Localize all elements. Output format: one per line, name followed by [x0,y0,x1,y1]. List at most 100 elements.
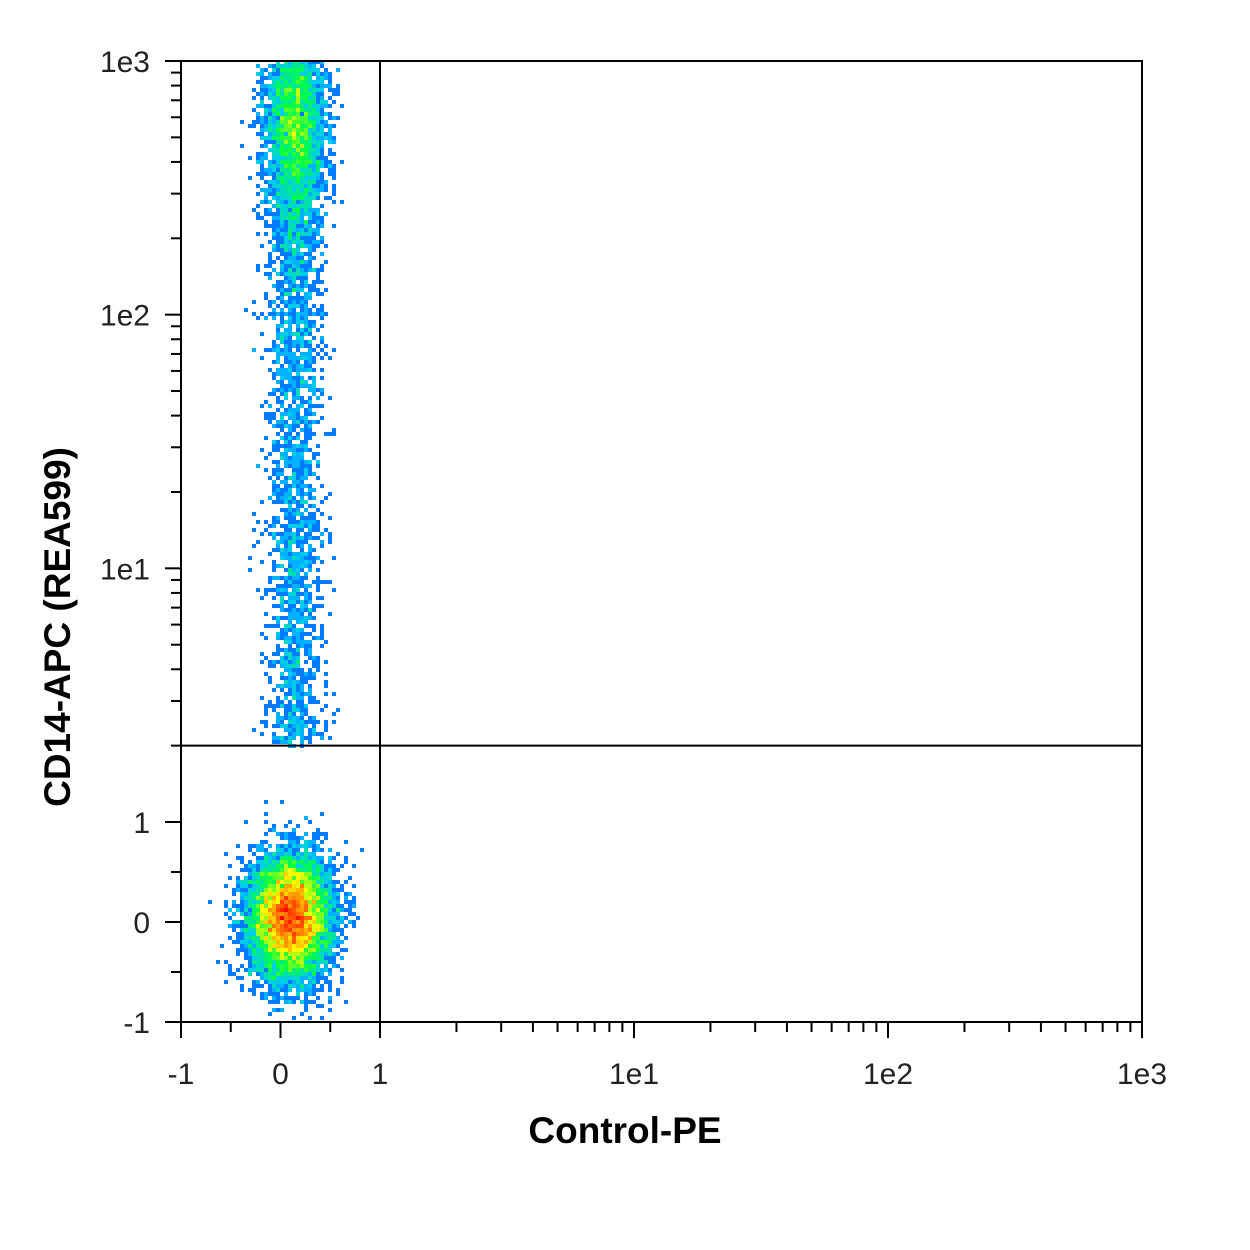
event-dot [276,432,280,436]
event-dot [308,68,312,72]
event-dot [284,420,288,424]
event-dot [304,328,308,332]
event-dot [296,852,300,856]
event-dot [308,468,312,472]
event-dot [280,316,284,320]
event-dot [276,644,280,648]
event-dot [312,968,316,972]
event-dot [248,876,252,880]
event-dot [264,128,268,132]
event-dot [320,544,324,548]
event-dot [272,236,276,240]
event-dot [312,256,316,260]
event-dot [276,156,280,160]
event-dot [252,948,256,952]
event-dot [292,652,296,656]
event-dot [240,880,244,884]
event-dot [312,324,316,328]
event-dot [308,432,312,436]
event-dot [248,916,252,920]
event-dot [316,228,320,232]
event-dot [260,868,264,872]
event-dot [344,916,348,920]
event-dot [276,888,280,892]
event-dot [284,924,288,928]
event-dot [256,964,260,968]
event-dot [260,332,264,336]
event-dot [308,216,312,220]
event-dot [340,160,344,164]
event-dot [284,696,288,700]
event-dot [316,164,320,168]
event-dot [312,856,316,860]
event-dot [280,984,284,988]
event-dot [264,200,268,204]
event-dot [308,668,312,672]
event-dot [340,864,344,868]
event-dot [320,140,324,144]
event-dot [292,952,296,956]
event-dot [324,944,328,948]
event-dot [280,716,284,720]
event-dot [288,528,292,532]
event-dot [288,320,292,324]
event-dot [240,924,244,928]
event-dot [264,992,268,996]
event-dot [268,976,272,980]
event-dot [276,592,280,596]
event-dot [300,336,304,340]
event-dot [296,108,300,112]
event-dot [296,76,300,80]
event-dot [304,712,308,716]
event-dot [260,216,264,220]
event-dot [272,444,276,448]
event-dot [260,956,264,960]
event-dot [272,148,276,152]
event-dot [240,904,244,908]
event-dot [308,972,312,976]
event-dot [248,988,252,992]
event-dot [332,192,336,196]
event-dot [304,968,308,972]
event-dot [312,960,316,964]
event-dot [264,724,268,728]
event-dot [264,916,268,920]
event-dot [296,672,300,676]
event-dot [320,628,324,632]
event-dot [296,924,300,928]
event-dot [280,832,284,836]
event-dot [304,212,308,216]
event-dot [308,156,312,160]
event-dot [272,344,276,348]
event-dot [296,936,300,940]
event-dot [276,624,280,628]
event-dot [304,624,308,628]
event-dot [272,84,276,88]
event-dot [320,308,324,312]
event-dot [324,936,328,940]
event-dot [296,272,300,276]
event-dot [320,968,324,972]
event-dot [280,844,284,848]
event-dot [284,300,288,304]
event-dot [276,152,280,156]
event-dot [256,116,260,120]
event-dot [328,972,332,976]
event-dot [264,948,268,952]
event-dot [308,552,312,556]
event-dot [308,496,312,500]
event-dot [264,656,268,660]
event-dot [284,372,288,376]
event-dot [312,852,316,856]
event-dot [228,936,232,940]
event-dot [292,940,296,944]
event-dot [280,96,284,100]
event-dot [296,536,300,540]
event-dot [280,140,284,144]
event-dot [300,84,304,88]
event-dot [316,124,320,128]
event-dot [320,156,324,160]
event-dot [300,108,304,112]
event-dot [256,316,260,320]
event-dot [248,568,252,572]
